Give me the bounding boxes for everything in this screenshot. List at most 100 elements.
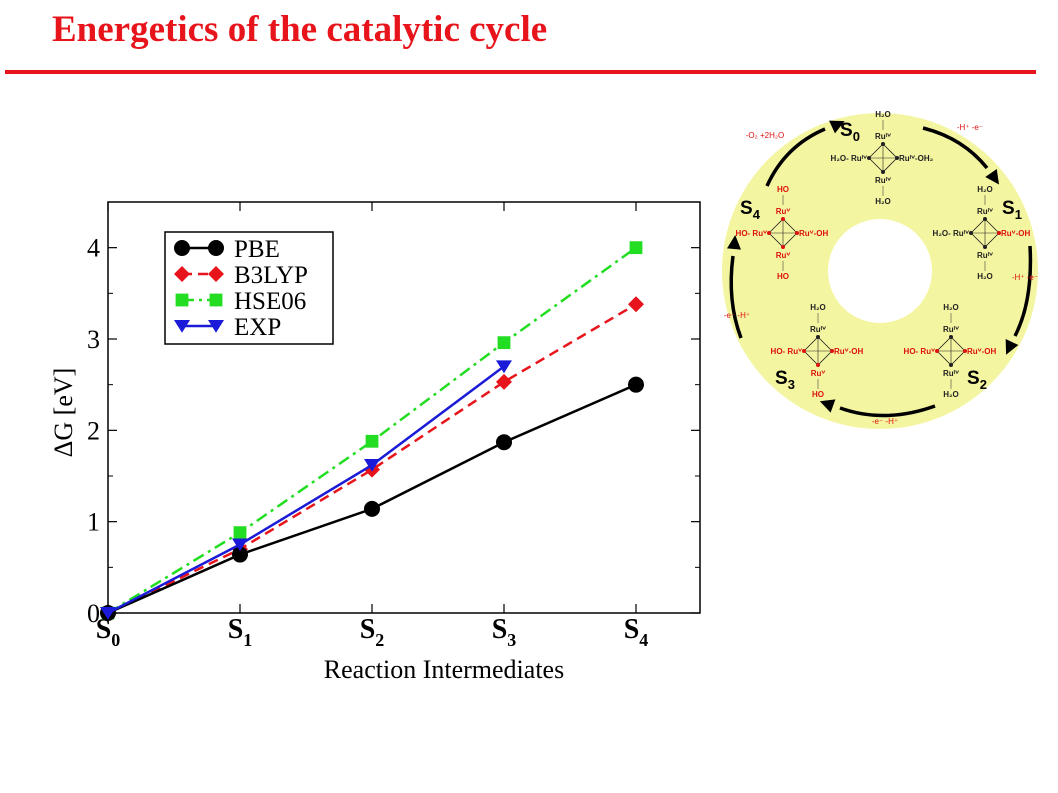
y-tick-label: 4: [87, 234, 100, 263]
step-label: -e⁻ -H⁺: [724, 311, 750, 320]
ru-atom: [802, 349, 806, 353]
ligand-label: HO: [777, 272, 789, 281]
legend-label: PBE: [234, 236, 280, 263]
state-label: S1: [1002, 198, 1022, 222]
ligand-label: Ruᴵⱽ: [943, 325, 959, 334]
y-axis-label: ΔG [eV]: [49, 368, 78, 458]
ligand-label: Ruⱽ: [811, 369, 826, 378]
ligand-label: HO- Ruⱽ: [904, 347, 936, 356]
data-point: [364, 459, 380, 472]
x-tick-label: S2: [360, 614, 385, 650]
ligand-label: H₂O: [977, 272, 993, 281]
ligand-label: Ruᴵⱽ: [977, 207, 993, 216]
ru-atom: [997, 231, 1001, 235]
arrow-s2-s3: [839, 404, 936, 418]
ligand-label: Ruⱽ-OH: [799, 229, 828, 238]
ru-atom: [963, 349, 967, 353]
arrow-s3-s4-head: [727, 235, 741, 250]
x-tick-label: S0: [96, 614, 121, 650]
ru-atom: [969, 231, 973, 235]
data-point: [208, 266, 224, 282]
y-tick-label: 1: [87, 508, 100, 537]
arrow-s3-s4: [729, 255, 743, 339]
ru-atom: [867, 156, 871, 160]
ru-atom: [795, 231, 799, 235]
ligand-label: H₂O: [943, 303, 959, 312]
legend-label: HSE06: [234, 288, 306, 315]
legend-label: B3LYP: [234, 262, 308, 289]
step-label: -H⁺ -e⁻: [1012, 273, 1038, 282]
ru-atom: [949, 335, 953, 339]
ligand-label: Ruⱽ-OH: [834, 347, 863, 356]
data-point: [232, 538, 248, 552]
data-point: [208, 240, 224, 256]
ru-atom: [816, 363, 820, 367]
ligand-label: H₂O- Ruᴵⱽ: [933, 229, 970, 238]
data-point: [232, 546, 248, 563]
ligand-label: HO: [777, 185, 789, 194]
step-label: -H⁺ -e⁻: [957, 123, 983, 132]
state-label: S0: [840, 120, 860, 144]
y-tick-label: 0: [87, 599, 100, 628]
ru-atom: [781, 217, 785, 221]
data-point: [209, 293, 223, 307]
data-point: [233, 526, 247, 540]
ligand-label: Ruᴵⱽ: [875, 132, 891, 141]
y-tick-label: 3: [87, 325, 100, 354]
data-point: [365, 434, 379, 448]
complex-s3: Ruᴵⱽ H₂O Ruⱽ-OH Ruⱽ HO HO- Ruⱽ: [771, 303, 864, 399]
arrow-s0-s1: [922, 126, 989, 170]
ligand-label: Ruᴵⱽ: [875, 176, 891, 185]
ru-atom: [816, 335, 820, 339]
x-tick-label: S3: [492, 614, 517, 650]
ligand-label: H₂O- Ruᴵⱽ: [831, 154, 868, 163]
ligand-label: H₂O: [875, 197, 891, 206]
complex-s1: Ruᴵⱽ H₂O Ruⱽ-OH Ruᴵⱽ H₂O H₂O- Ruᴵⱽ: [933, 185, 1031, 281]
data-point: [100, 607, 116, 620]
cycle-hole: [828, 219, 932, 323]
ligand-label: H₂O: [977, 185, 993, 194]
arrow-s0-s1-head: [985, 168, 1000, 185]
ligand-label: Ruᴵⱽ: [977, 251, 993, 260]
data-point: [496, 434, 512, 451]
complex-s2: Ruᴵⱽ H₂O Ruⱽ-OH Ruᴵⱽ H₂O HO- Ruⱽ: [904, 303, 997, 399]
ru-atom: [830, 349, 834, 353]
data-point: [364, 500, 380, 517]
series-pbe: [100, 376, 644, 621]
ligand-label: Ruᴵⱽ: [810, 325, 826, 334]
complex-s4: Ruⱽ HO Ruⱽ-OH Ruⱽ HO HO- Ruⱽ: [736, 185, 829, 281]
series-exp: [100, 360, 512, 620]
data-point: [174, 266, 190, 282]
data-point: [496, 373, 512, 390]
complex-s0: Ruᴵⱽ H₂O Ruᴵⱽ-OH₂ Ruᴵⱽ H₂O H₂O- Ruᴵⱽ: [831, 110, 934, 206]
data-point: [628, 296, 644, 313]
ligand-label: Ruⱽ-OH: [967, 347, 996, 356]
ligand-label: H₂O: [943, 390, 959, 399]
ligand-label: HO- Ruⱽ: [736, 229, 768, 238]
data-point: [496, 360, 512, 374]
state-label: S4: [740, 198, 761, 222]
arrow-s1-s2-head: [1005, 339, 1019, 355]
ru-atom: [881, 170, 885, 174]
title-divider: [5, 70, 1036, 74]
step-label: -e⁻ -H⁺: [872, 417, 898, 426]
ru-atom: [781, 245, 785, 249]
free-energy-chart: 0 1 2 3 4 S0 S1 S2 S3 S4 Reaction Intermediates ΔG …: [49, 201, 701, 684]
ligand-label: Ruⱽ: [776, 251, 791, 260]
step-label: -O₂ +2H₂O: [746, 131, 784, 140]
ru-atom: [767, 231, 771, 235]
y-tick-label: 2: [87, 416, 100, 445]
ru-atom: [983, 217, 987, 221]
state-label: S3: [775, 368, 795, 392]
ligand-label: Ruⱽ: [776, 207, 791, 216]
ligand-label: HO: [812, 390, 824, 399]
ru-atom: [881, 142, 885, 146]
series-line: [107, 246, 637, 615]
ligand-label: H₂O: [810, 303, 826, 312]
data-point: [174, 320, 190, 333]
state-label: S2: [967, 368, 987, 392]
series-line: [107, 365, 505, 615]
data-point: [175, 293, 189, 307]
